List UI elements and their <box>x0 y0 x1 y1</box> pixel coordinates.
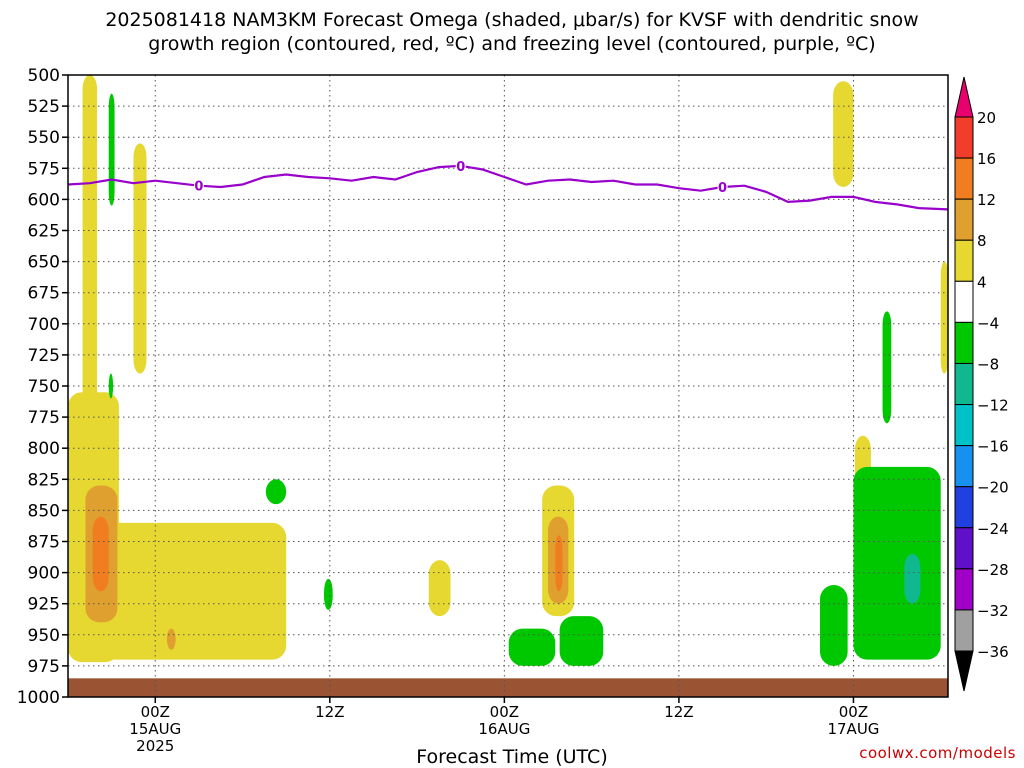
y-tick-label-750: 750 <box>28 377 60 397</box>
x-tick-label-0-1: 15AUG <box>129 720 181 738</box>
terrain-band <box>68 678 948 697</box>
x-tick-label-12-0: 12Z <box>315 703 344 721</box>
freezing-level-label-0: 0 <box>194 180 203 195</box>
x-tick-label-48-0: 00Z <box>839 703 868 721</box>
terrain-fill <box>68 678 948 697</box>
colorbar-box-7 <box>954 404 974 447</box>
chart-title-line-1: 2025081418 NAM3KM Forecast Omega (shaded… <box>105 9 919 31</box>
omega-region-18 <box>508 628 556 666</box>
colorbar-label-2: 12 <box>977 191 996 209</box>
y-tick-label-600: 600 <box>28 190 60 210</box>
colorbar-box-1 <box>954 157 974 200</box>
colorbar-box-3 <box>954 239 974 282</box>
y-tick-label-825: 825 <box>28 470 60 490</box>
colorbar-label-4: 4 <box>977 273 987 291</box>
colorbar-label-3: 8 <box>977 232 987 250</box>
colorbar-box-11 <box>954 568 974 611</box>
y-axis: 500 525 550 575 600 625 650 675 700 725 750 775 800 8… <box>17 66 68 708</box>
omega-region-17 <box>324 578 333 610</box>
omega-region-23 <box>904 553 921 604</box>
omega-region-21 <box>882 311 892 424</box>
freezing-label-bg-1 <box>455 157 466 174</box>
y-tick-label-775: 775 <box>28 408 60 428</box>
y-tick-label-525: 525 <box>28 97 60 117</box>
y-tick-label-975: 975 <box>28 657 60 677</box>
x-tick-label-0-2: 2025 <box>136 737 174 755</box>
x-tick-label-0-0: 00Z <box>141 703 170 721</box>
freezing-level-label-2: 0 <box>718 181 727 196</box>
colorbar-top-arrow <box>954 76 974 118</box>
omega-region-3 <box>133 143 147 374</box>
y-tick-label-550: 550 <box>28 128 60 148</box>
y-tick-label-650: 650 <box>28 253 60 273</box>
chart-title-line-2: growth region (contoured, red, ºC) and f… <box>148 33 876 55</box>
omega-region-6 <box>166 628 176 650</box>
colorbar-box-9 <box>954 486 974 529</box>
y-tick-label-725: 725 <box>28 346 60 366</box>
colorbar-label-7: −12 <box>977 397 1009 415</box>
x-tick-label-24-0: 00Z <box>490 703 519 721</box>
omega-region-13 <box>940 261 948 374</box>
colorbar-label-13: −36 <box>977 643 1009 661</box>
colorbar-label-8: −16 <box>977 438 1009 456</box>
y-tick-label-950: 950 <box>28 626 60 646</box>
colorbar-label-5: −4 <box>977 314 999 332</box>
grid-lines <box>68 75 948 697</box>
freezing-label-bg-2 <box>717 178 728 195</box>
colorbar-box-5 <box>954 321 974 364</box>
omega-region-15 <box>108 373 114 399</box>
freezing-level-line <box>68 164 948 211</box>
colorbar-box-6 <box>954 362 974 406</box>
omega-shading <box>68 75 948 666</box>
colorbar-bottom-arrow <box>954 650 974 692</box>
y-tick-label-875: 875 <box>28 533 60 553</box>
y-tick-label-500: 500 <box>28 66 60 86</box>
colorbar-box-10 <box>954 527 974 570</box>
omega-region-22 <box>853 466 941 660</box>
y-tick-label-575: 575 <box>28 159 60 179</box>
y-tick-label-700: 700 <box>28 315 60 335</box>
x-tick-label-36-0: 12Z <box>664 703 693 721</box>
omega-region-11 <box>833 81 854 187</box>
freezing-label-bg-0 <box>193 177 204 194</box>
omega-region-2 <box>97 522 287 660</box>
omega-region-14 <box>108 93 115 206</box>
omega-region-19 <box>559 616 604 666</box>
colorbar-box-4 <box>954 280 974 323</box>
colorbar-box-0 <box>954 116 974 159</box>
colorbar-label-9: −20 <box>977 479 1009 497</box>
colorbar-box-12 <box>954 609 974 652</box>
omega-region-5 <box>92 516 109 592</box>
colorbar-label-12: −32 <box>977 602 1009 620</box>
omega-region-7 <box>428 560 451 617</box>
y-tick-label-925: 925 <box>28 595 60 615</box>
omega-region-10 <box>555 535 563 592</box>
colorbar: 20 16 12 8 4 −4 −8 −12 −16 −20 −24 −28 −32 −36 <box>954 76 1009 692</box>
site-credit[interactable]: coolwx.com/models <box>859 744 1016 762</box>
x-axis-title: Forecast Time (UTC) <box>416 746 608 768</box>
colorbar-box-2 <box>954 198 974 241</box>
x-tick-label-24-1: 16AUG <box>478 720 530 738</box>
omega-region-16 <box>265 479 287 505</box>
y-tick-label-625: 625 <box>28 222 60 242</box>
y-tick-label-850: 850 <box>28 501 60 521</box>
freezing-level-contour: 0 0 0 <box>68 157 948 211</box>
colorbar-label-11: −28 <box>977 561 1009 579</box>
colorbar-label-10: −24 <box>977 520 1009 538</box>
y-tick-label-675: 675 <box>28 284 60 304</box>
omega-region-20 <box>820 585 848 666</box>
colorbar-label-0: 20 <box>977 109 996 127</box>
y-tick-label-1000: 1000 <box>17 688 60 708</box>
freezing-level-label-1: 0 <box>456 160 465 175</box>
colorbar-box-8 <box>954 445 974 488</box>
colorbar-label-6: −8 <box>977 355 999 373</box>
y-tick-label-900: 900 <box>28 564 60 584</box>
y-tick-label-800: 800 <box>28 439 60 459</box>
x-tick-label-48-1: 17AUG <box>827 720 879 738</box>
colorbar-label-1: 16 <box>977 150 996 168</box>
